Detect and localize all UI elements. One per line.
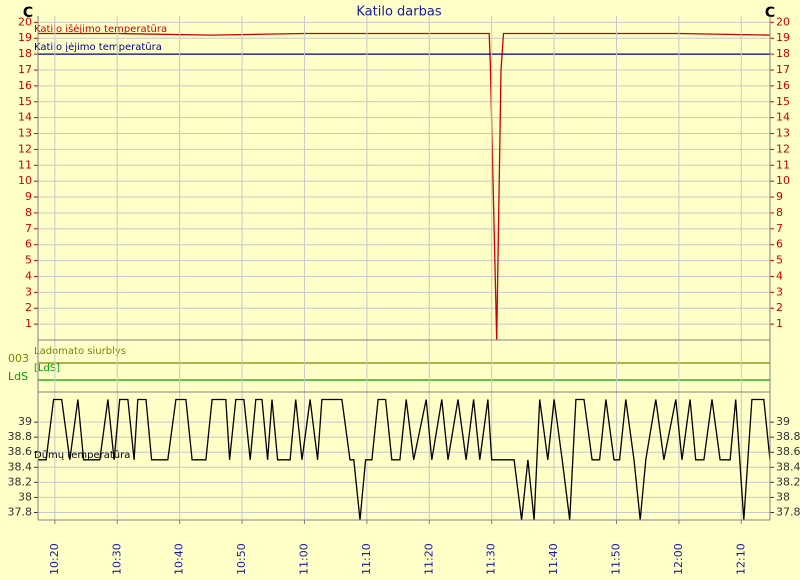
x-tick-label: 11:40 <box>547 543 560 575</box>
y-tick-label: 7 <box>25 222 32 235</box>
y-tick-label: 4 <box>776 269 783 282</box>
y-tick-label: 2 <box>25 301 32 314</box>
y-tick-label: 38.8 <box>776 430 800 443</box>
y-tick-label: 6 <box>25 238 32 251</box>
y-tick-label: 38.6 <box>776 445 800 458</box>
y-tick-label: 18 <box>18 47 32 60</box>
y-tick-label: 15 <box>18 95 32 108</box>
y-tick-label: 16 <box>776 79 790 92</box>
y-tick-label: 6 <box>776 238 783 251</box>
y-tick-label: 19 <box>18 31 32 44</box>
x-tick-label: 12:10 <box>734 543 747 575</box>
legend-label: [LdS] <box>34 363 60 374</box>
y-tick-label: 12 <box>776 142 790 155</box>
y-tick-label: 2 <box>776 301 783 314</box>
y-tick-label: 19 <box>776 31 790 44</box>
legend-label: Ladomato siurblys <box>34 346 126 357</box>
y-unit-right: C <box>765 5 775 21</box>
y-tick-label: 11 <box>18 158 32 171</box>
y-tick-label: 39 <box>776 415 790 428</box>
x-tick-label: 11:30 <box>485 543 498 575</box>
y-tick-label: 3 <box>25 285 32 298</box>
y-tick-label: 5 <box>776 254 783 267</box>
x-tick-label: 10:30 <box>110 543 123 575</box>
y-tick-label: 9 <box>25 190 32 203</box>
y-tick-label: 20 <box>18 15 32 28</box>
series-line <box>38 32 771 341</box>
y-tick-label: 20 <box>776 15 790 28</box>
y-tick-label: 38.4 <box>8 460 33 473</box>
y-tick-label: 37.8 <box>776 505 800 518</box>
legend-label: Katilo išėjimo temperatūra <box>34 23 167 35</box>
y-tick-label: 14 <box>776 111 790 124</box>
y-tick-label: 8 <box>25 206 32 219</box>
y-tick-label: 12 <box>18 142 32 155</box>
y-tick-label: 38.2 <box>8 475 33 488</box>
y-tick-label: 15 <box>776 95 790 108</box>
y-tick-label: 18 <box>776 47 790 60</box>
status-label: 003 <box>8 352 29 365</box>
y-tick-label: 4 <box>25 269 32 282</box>
x-tick-label: 11:10 <box>360 543 373 575</box>
y-tick-label: 13 <box>18 127 32 140</box>
series-line <box>38 398 771 521</box>
y-tick-label: 10 <box>776 174 790 187</box>
y-tick-label: 14 <box>18 111 32 124</box>
y-tick-label: 37.8 <box>8 505 33 518</box>
y-tick-label: 38.6 <box>8 445 33 458</box>
status-label: LdS <box>8 370 28 383</box>
y-unit-left: C <box>23 5 33 21</box>
chart-title: Katilo darbas <box>356 5 441 20</box>
y-tick-label: 39 <box>18 415 32 428</box>
x-tick-label: 10:20 <box>48 543 61 575</box>
y-tick-label: 10 <box>18 174 32 187</box>
x-tick-label: 11:00 <box>297 543 310 575</box>
legend-label: Dūmų temperatūra <box>34 450 130 461</box>
y-tick-label: 9 <box>776 190 783 203</box>
x-tick-label: 12:00 <box>672 543 685 575</box>
y-tick-label: 38.8 <box>8 430 33 443</box>
y-tick-label: 8 <box>776 206 783 219</box>
x-tick-label: 10:50 <box>235 543 248 575</box>
y-tick-label: 7 <box>776 222 783 235</box>
y-tick-label: 17 <box>776 63 790 76</box>
y-tick-label: 17 <box>18 63 32 76</box>
x-tick-label: 10:40 <box>173 543 186 575</box>
y-tick-label: 13 <box>776 127 790 140</box>
y-tick-label: 16 <box>18 79 32 92</box>
y-tick-label: 38.2 <box>776 475 800 488</box>
y-tick-label: 5 <box>25 254 32 267</box>
y-tick-label: 3 <box>776 285 783 298</box>
x-tick-label: 11:50 <box>609 543 622 575</box>
x-tick-label: 11:20 <box>422 543 435 575</box>
y-tick-label: 38.4 <box>776 460 800 473</box>
legend-label: Katilo įėjimo temperatūra <box>34 42 162 53</box>
y-tick-label: 38 <box>18 490 32 503</box>
y-tick-label: 1 <box>25 317 32 330</box>
y-tick-label: 11 <box>776 158 790 171</box>
y-tick-label: 1 <box>776 317 783 330</box>
y-tick-label: 38 <box>776 490 790 503</box>
